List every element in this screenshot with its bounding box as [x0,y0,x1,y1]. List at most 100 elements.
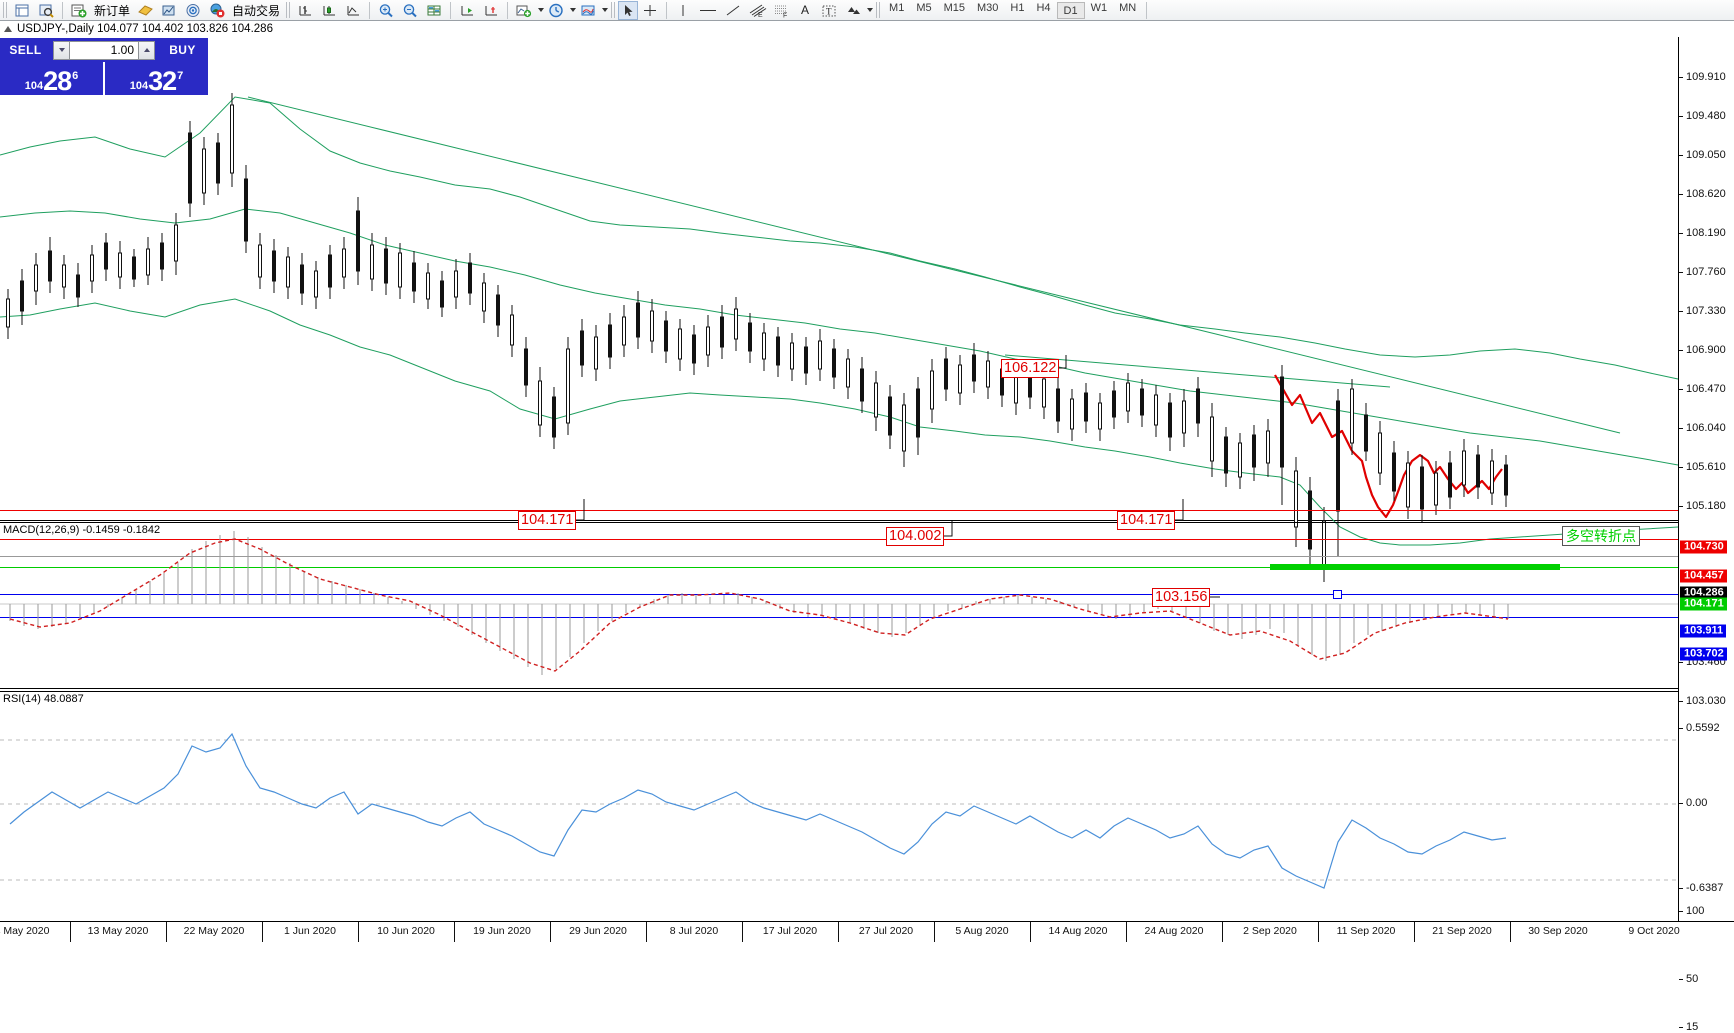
toolbar-grip[interactable] [3,2,7,18]
timeframe-h4[interactable]: H4 [1036,1,1051,14]
collapse-triangle-icon[interactable] [4,26,12,32]
timeframe-w1[interactable]: W1 [1090,1,1108,14]
vertical-line-icon[interactable] [671,1,695,20]
expert-advisor-icon[interactable] [133,1,157,20]
position-marker[interactable] [1333,590,1342,599]
line-chart-icon[interactable] [341,1,365,20]
equidistant-channel-icon[interactable]: E [745,1,769,20]
sell-button[interactable]: SELL [9,43,42,57]
x-separator [70,922,71,942]
label-103-156[interactable]: 103.156 [1152,588,1211,607]
signals-icon[interactable] [181,1,205,20]
terminal-icon[interactable] [10,1,34,20]
shapes-dropdown-caret[interactable] [867,8,874,12]
grid-icon[interactable] [422,1,446,20]
bar-chart-icon[interactable] [293,1,317,20]
timeframe-d1[interactable]: D1 [1056,1,1085,19]
toolbar-separator-3 [450,1,452,19]
chart-area[interactable]: 106.122 104.171 104.002 104.171 103.156 … [0,37,1734,1033]
indicators-dropdown-caret[interactable] [538,8,545,12]
one-click-trading-panel[interactable]: SELL 1.00 BUY 104 28 6 104 32 7 [0,38,208,95]
label-104-171-left[interactable]: 104.171 [518,511,577,530]
strategy-tester-icon[interactable] [157,1,181,20]
rsi-tick: 100 [1679,905,1704,917]
x-separator [1510,922,1511,942]
auto-trading-button[interactable] [205,1,229,20]
toolbar-separator [62,1,63,19]
x-separator [1126,922,1127,942]
toolbar-grip-2[interactable] [286,2,291,18]
text-label-icon[interactable]: T [817,1,841,20]
timeframe-m5[interactable]: M5 [916,1,932,14]
cursor-icon[interactable] [618,0,639,20]
templates-icon[interactable] [576,1,600,20]
x-date-label: 1 Jun 2020 [284,925,336,937]
volume-control[interactable]: 1.00 [51,38,157,62]
x-separator [1414,922,1415,942]
y-tick: 109.480 [1679,110,1726,122]
x-date-label: 10 Jun 2020 [377,925,435,937]
label-104-002[interactable]: 104.002 [886,527,945,546]
level-line-104-730 [0,510,1678,511]
y-tick: 107.760 [1679,266,1726,278]
new-order-label[interactable]: 新订单 [94,3,131,18]
auto-trading-label[interactable]: 自动交易 [232,3,281,18]
timeframe-m1[interactable]: M1 [889,1,905,14]
volume-decrement-button[interactable] [53,40,70,60]
price-tag-104-457: 104.457 [1680,569,1727,583]
period-dropdown-caret[interactable] [570,8,577,12]
x-separator [358,922,359,942]
fibonacci-icon[interactable]: F [769,1,793,20]
timeframe-m30[interactable]: M30 [977,1,999,14]
label-104-171-mid[interactable]: 104.171 [1117,511,1176,530]
timeframe-h1[interactable]: H1 [1010,1,1025,14]
date-axis[interactable]: 4 May 2020 13 May 2020 22 May 2020 1 Jun… [0,921,1734,942]
buy-price[interactable]: 104 32 7 [105,62,208,95]
toolbar-grip-4[interactable] [876,2,881,18]
new-order-button[interactable] [67,1,91,20]
rsi-tick: 15 [1679,1021,1698,1033]
text-icon[interactable]: A [801,3,810,17]
symbol-bar: USDJPY-,Daily 104.077 104.402 103.826 10… [0,21,1734,38]
x-separator [262,922,263,942]
timeframe-mn[interactable]: MN [1119,1,1137,14]
volume-increment-button[interactable] [138,40,155,60]
auto-scroll-icon[interactable] [455,1,479,20]
buy-button[interactable]: BUY [169,43,196,57]
data-window-icon[interactable] [34,1,58,20]
period-icon[interactable] [544,1,568,20]
support-zone-highlight[interactable] [1270,564,1560,570]
price-pane[interactable] [0,37,1679,618]
x-date-label: 5 Aug 2020 [955,925,1009,937]
toolbar-grip-3[interactable] [611,2,616,18]
horizontal-line-icon[interactable] [695,1,721,20]
main-toolbar: 新订单 自动交易 [0,0,1734,21]
label-106-122[interactable]: 106.122 [1001,359,1060,378]
volume-input[interactable]: 1.00 [70,40,138,60]
y-tick: 105.610 [1679,461,1726,473]
templates-dropdown-caret[interactable] [602,8,609,12]
zoom-in-icon[interactable] [374,1,398,20]
indicators-icon[interactable] [512,1,536,20]
crosshair-icon[interactable] [638,1,662,20]
macd-pane[interactable]: MACD(12,26,9) -0.1459 -0.1842 [0,522,1678,689]
x-date-label: 2 Sep 2020 [1243,925,1297,937]
rsi-pane[interactable]: RSI(14) 48.0887 [0,691,1678,921]
price-tag-103-702: 103.702 [1680,647,1727,661]
zoom-out-icon[interactable] [398,1,422,20]
label-turning-point[interactable]: 多空转折点 [1562,526,1640,546]
timeframe-m15[interactable]: M15 [943,1,965,14]
candlestick-chart-icon[interactable] [317,1,341,20]
chart-shift-icon[interactable] [479,1,503,20]
x-date-label: 22 May 2020 [183,925,245,937]
macd-chart-canvas [0,531,1678,675]
x-date-label: 9 Oct 2020 [1628,925,1680,937]
x-separator [166,922,167,942]
x-separator [646,922,647,942]
price-tag-103-911: 103.911 [1680,624,1727,638]
sell-price[interactable]: 104 28 6 [0,62,105,95]
price-axis[interactable]: 109.910 109.480 109.050 108.620 108.190 … [1678,37,1734,1033]
shapes-icon[interactable] [841,1,865,20]
trendline-icon[interactable] [721,1,745,20]
x-separator [838,922,839,942]
